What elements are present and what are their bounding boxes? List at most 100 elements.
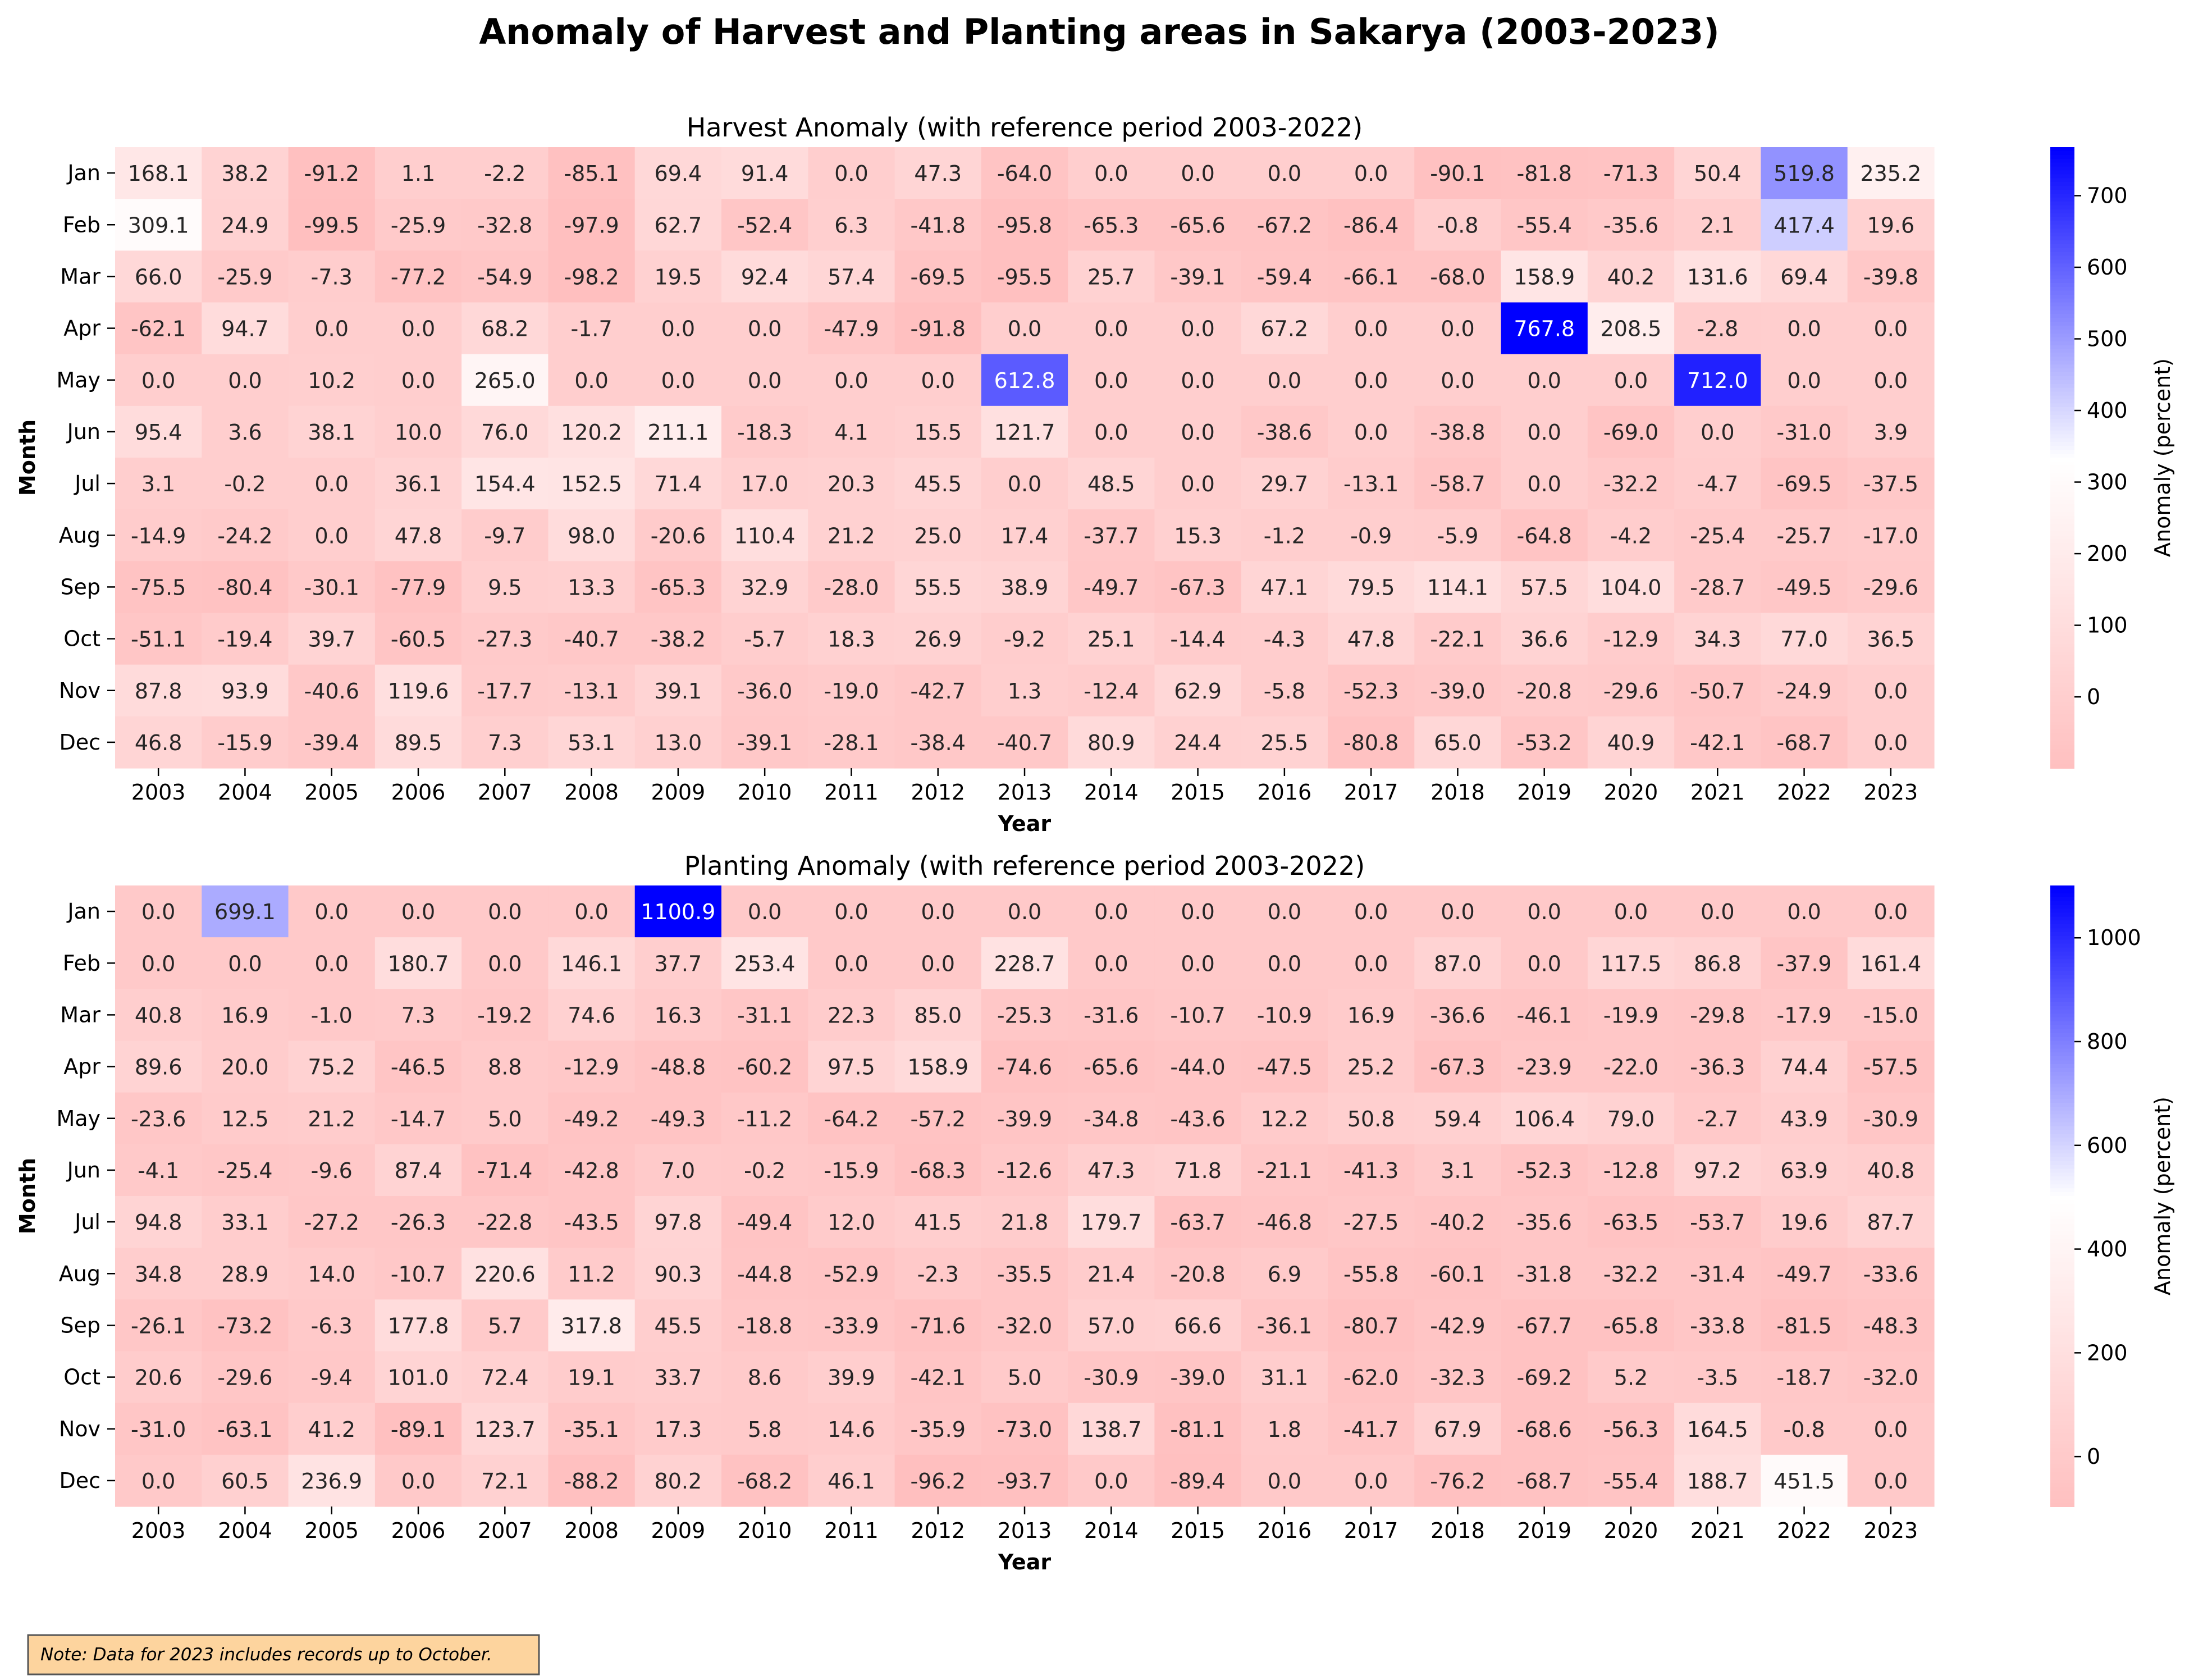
y-tick-label: Jun [66,419,100,444]
heatmap-cell [1068,509,1155,561]
colorbar-segment [2050,1172,2074,1177]
heatmap-cell [374,937,462,989]
heatmap-cell [981,989,1068,1042]
colorbar-segment [2050,1475,2074,1480]
cell-label: 101.0 [388,1366,449,1390]
cell-label: -52.4 [737,213,792,238]
heatmap-cell [1674,1092,1762,1145]
cell-label: 0.0 [1527,472,1561,496]
heatmap-cell [1154,147,1242,199]
colorbar-segment [2050,1021,2074,1026]
cell-label: 0.0 [141,368,175,393]
heatmap-cell [288,885,376,938]
cell-label: -52.9 [824,1262,879,1286]
heatmap-cell [288,613,376,665]
colorbar-segment [2050,314,2074,319]
y-tick-label: Jan [66,161,100,185]
heatmap-cell [115,354,202,407]
cell-label: 40.2 [1607,264,1655,289]
colorbar-segment [2050,986,2074,991]
colorbar-segment [2050,1401,2074,1407]
heatmap-cell [721,250,808,303]
cell-label: -81.8 [1517,161,1572,186]
colorbar-segment [2050,1273,2074,1279]
heatmap-cell [1674,1040,1762,1093]
heatmap-cell [1674,1351,1762,1404]
colorbar-segment [2050,1180,2074,1185]
cell-label: 0.0 [834,161,868,186]
heatmap-cell [115,937,202,989]
cell-label: 5.2 [1614,1366,1648,1390]
heatmap-cell [1328,1196,1415,1248]
heatmap-cell [894,1403,982,1455]
cell-label: -7.3 [311,264,353,289]
colorbar-segment [2050,932,2074,937]
heatmap-cell [1674,147,1762,199]
cell-label: 63.9 [1780,1158,1828,1183]
colorbar-segment [2050,998,2074,1003]
cell-label: 0.0 [228,368,262,393]
cell-label: -39.4 [304,731,359,755]
cell-label: -22.1 [1430,627,1485,652]
y-tick-label: Dec [59,1468,100,1493]
x-tick-label: 2010 [738,1518,792,1543]
colorbar-segment [2050,306,2074,311]
colorbar-segment [2050,1165,2074,1170]
heatmap-cell [461,147,549,199]
colorbar-segment [2050,1281,2074,1286]
colorbar-tick-label: 100 [2087,613,2128,638]
cell-label: 120.2 [561,420,622,445]
cell-label: -2.7 [1697,1107,1738,1131]
cell-label: -53.2 [1517,731,1572,755]
heatmap-cell [1414,147,1502,199]
heatmap-cells: 0.0 699.1 0.0 0.0 0.0 0.0 1100.9 0.0 0.0 0.0 0.0 0.… [115,885,1935,1507]
cell-label: -53.7 [1690,1210,1745,1235]
heatmap-cell [288,1040,376,1093]
heatmap-cell [1328,937,1415,989]
cell-label: 24.9 [221,213,269,238]
cell-label: 13.3 [568,575,615,600]
heatmap-cell [1328,989,1415,1042]
heatmap-cell [1328,716,1415,769]
cell-label: 0.0 [1008,900,1041,924]
heatmap-cell [288,1248,376,1300]
colorbar-segment [2050,1258,2074,1263]
heatmap-cell [115,1248,202,1300]
heatmap-cell [981,885,1068,938]
cell-label: 20.3 [828,472,875,496]
cell-label: 25.7 [1087,264,1135,289]
heatmap-cell [288,561,376,614]
cell-label: -1.2 [1264,523,1305,548]
colorbar-segment [2050,628,2074,633]
heatmap-cell [1154,354,1242,407]
heatmap-cell [1761,1040,1848,1093]
cell-label: -11.2 [737,1107,792,1131]
heatmap-cell [461,458,549,510]
cell-label: 66.6 [1174,1313,1222,1338]
colorbar-segment [2050,434,2074,439]
heatmap-cell [1847,1248,1935,1300]
cell-label: -39.8 [1863,264,1918,289]
cell-label: 17.4 [1001,523,1049,548]
heatmap-cell [1587,937,1675,989]
heatmap-cell [1847,354,1935,407]
y-tick-label: Jul [74,1209,100,1234]
heatmap-cell [1847,989,1935,1042]
heatmap-cell [808,250,895,303]
heatmap-cell [721,716,808,769]
cell-label: 40.8 [135,1003,182,1028]
cell-label: -46.8 [1257,1210,1312,1235]
heatmap-cell [374,1144,462,1197]
heatmap-cell [1501,1351,1588,1404]
heatmap-cell [461,1454,549,1507]
heatmap-cell [634,885,722,938]
cell-label: 0.0 [1181,472,1214,496]
heatmap-cell [374,509,462,561]
heatmap-cell [1847,1040,1935,1093]
colorbar-segment [2050,1235,2074,1240]
cell-label: 0.0 [488,900,522,924]
cell-label: 0.0 [1874,731,1908,755]
cell-label: 20.0 [221,1055,269,1080]
colorbar-segment [2050,1118,2074,1123]
colorbar-segment [2050,190,2074,194]
